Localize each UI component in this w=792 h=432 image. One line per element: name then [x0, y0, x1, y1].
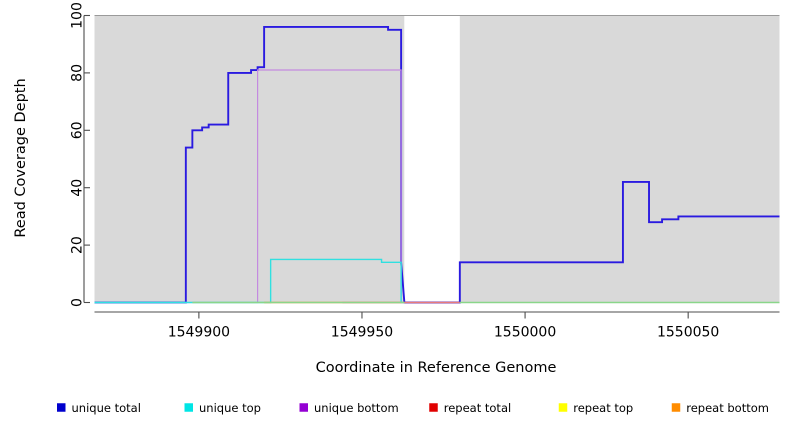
series-line-unique-top [94, 258, 405, 304]
legend-label-repeat-total: repeat total [444, 401, 511, 415]
legend-label-unique-top: unique top [199, 401, 261, 415]
x-axis-title: Coordinate in Reference Genome [316, 360, 557, 376]
y-tick-label: 100 [70, 2, 86, 29]
legend-label-repeat-top: repeat top [573, 401, 633, 415]
legend-label-unique-total: unique total [72, 401, 141, 415]
x-tick-label: 1549950 [331, 325, 393, 341]
chart-legend: unique total unique top unique bottom repea… [57, 401, 769, 415]
series-layer [94, 26, 780, 304]
y-tick-label: 40 [70, 179, 86, 197]
panel-region-right [459, 15, 780, 303]
legend-swatch-unique-bottom [299, 403, 308, 412]
panel-region-left [94, 15, 405, 303]
x-tick-label: 1550050 [657, 325, 719, 341]
y-axis-title: Read Coverage Depth [13, 78, 29, 237]
legend-swatch-unique-total [57, 403, 66, 412]
legend-swatch-repeat-top [558, 403, 568, 412]
legend-label-unique-bottom: unique bottom [314, 401, 399, 415]
legend-swatch-repeat-total [429, 403, 438, 412]
legend-swatch-repeat-bottom [671, 403, 681, 412]
axes-layer: 0 20 40 60 80 100 1549900 1549950 1550000 1550050 [70, 2, 780, 341]
x-tick-label: 1550000 [494, 325, 556, 341]
y-tick-label: 20 [70, 236, 86, 254]
legend-swatch-unique-top [184, 403, 193, 412]
y-tick-label: 80 [70, 64, 86, 82]
series-line-unique-total [94, 26, 780, 304]
plot-panel-background [94, 15, 780, 303]
panel-gap-region [404, 15, 460, 303]
legend-label-repeat-bottom: repeat bottom [686, 401, 769, 415]
x-tick-label: 1549900 [168, 325, 230, 341]
y-tick-label: 60 [70, 121, 86, 139]
y-tick-label: 0 [70, 298, 86, 307]
